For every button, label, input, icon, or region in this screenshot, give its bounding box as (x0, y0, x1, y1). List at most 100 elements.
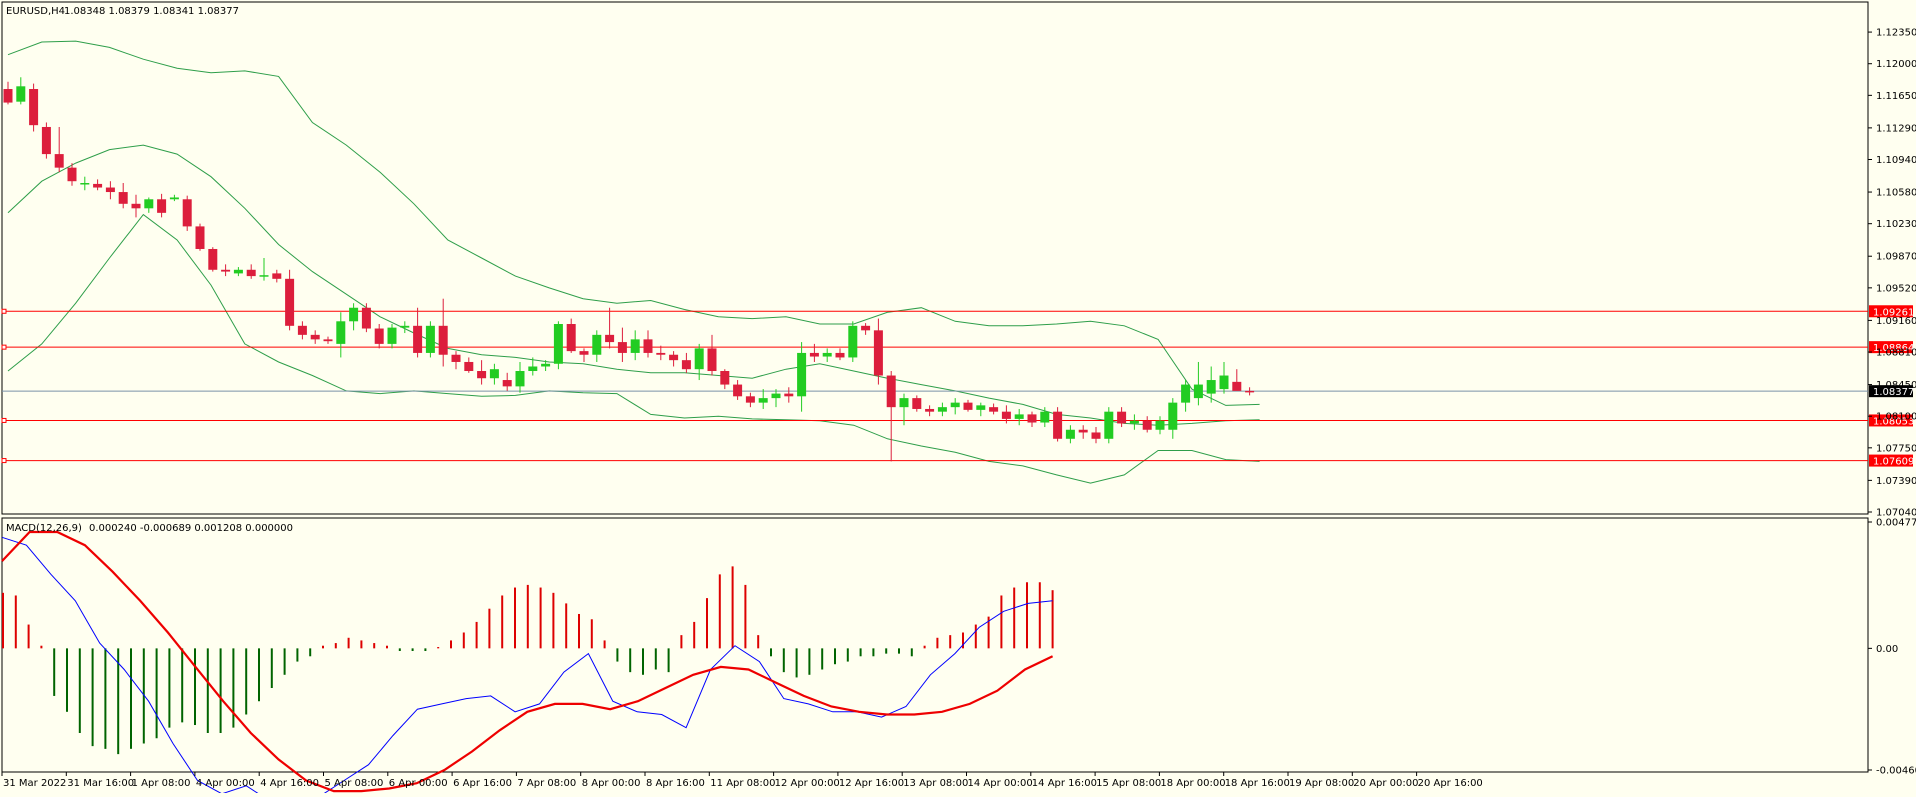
time-tick-label: 13 Apr 08:00 (903, 778, 968, 789)
bullish-candle (1014, 414, 1024, 419)
macd-signal-line (1, 530, 1054, 793)
bullish-candle (1129, 420, 1139, 424)
bearish-candle (963, 402, 973, 410)
bullish-candle (592, 334, 602, 355)
price-panel[interactable] (1, 1, 1869, 515)
candlestick-series (3, 77, 1255, 462)
price-tick-label: 1.10580 (1876, 188, 1916, 199)
price-axis: 1.12350 1.12000 1.11650 1.11290 1.10940 1.105… (1868, 28, 1916, 519)
level-handle (1, 344, 7, 350)
bearish-candle (605, 334, 615, 343)
level-handle (1, 308, 7, 314)
bullish-candle (336, 321, 346, 344)
bearish-candle (1078, 429, 1088, 433)
time-tick-label: 19 Apr 08:00 (1289, 778, 1354, 789)
time-tick-label: 18 Apr 16:00 (1225, 778, 1290, 789)
bullish-candle (937, 407, 947, 412)
bearish-candle (912, 398, 922, 409)
bearish-candle (925, 408, 935, 412)
bullish-candle (16, 86, 26, 102)
bullish-candle (400, 325, 410, 328)
bullish-candle (387, 327, 397, 344)
bearish-candle (1245, 390, 1255, 393)
bullish-candle (822, 352, 832, 357)
bearish-candle (835, 352, 845, 358)
bearish-candle (361, 307, 371, 329)
time-tick-label: 6 Apr 00:00 (389, 778, 448, 789)
bearish-candle (464, 361, 474, 372)
bearish-candle (195, 226, 205, 249)
bullish-candle (1040, 411, 1050, 423)
bearish-candle (720, 371, 730, 385)
price-tick-label: 1.11650 (1876, 91, 1916, 102)
horizontal-levels[interactable]: 1.09261 1.08864 1.08053 1.07609 1.08377 (1, 305, 1914, 468)
bollinger-upper-line (7, 40, 1260, 406)
bearish-candle (272, 273, 282, 279)
bid-price-tag (1869, 385, 1913, 398)
bearish-candle (246, 269, 256, 277)
price-tick-label: 1.07040 (1876, 508, 1916, 519)
level-price-tag (1869, 341, 1913, 354)
bullish-candle (1155, 420, 1165, 430)
bullish-candle (694, 348, 704, 370)
bearish-candle (374, 328, 384, 344)
level-price-label: 1.09261 (1873, 307, 1914, 318)
bullish-candle (169, 197, 179, 200)
bearish-candle (477, 371, 487, 379)
bearish-candle (809, 352, 819, 357)
bearish-candle (131, 203, 141, 209)
macd-line (1, 536, 1053, 797)
bearish-candle (182, 199, 192, 227)
bearish-candle (579, 351, 589, 355)
bearish-candle (221, 269, 231, 272)
price-tick-label: 1.08810 (1876, 348, 1916, 359)
level-price-tag (1869, 454, 1913, 467)
macd-panel[interactable] (1, 517, 1869, 773)
bearish-candle (873, 330, 883, 376)
bullish-candle (553, 324, 563, 364)
bullish-candle (144, 199, 154, 209)
price-tick-label: 1.12350 (1876, 28, 1916, 39)
time-tick-label: 11 Apr 08:00 (710, 778, 775, 789)
price-tick-label: 1.09520 (1876, 283, 1916, 294)
bearish-candle (297, 325, 307, 335)
time-tick-label: 31 Mar 2022 (3, 778, 66, 789)
bearish-candle (310, 334, 320, 340)
bearish-candle (3, 89, 13, 103)
time-tick-label: 8 Apr 00:00 (582, 778, 641, 789)
bearish-candle (208, 248, 218, 270)
bearish-candle (285, 278, 295, 326)
macd-indicator-values: 0.000240 -0.000689 0.001208 0.000000 (89, 523, 293, 534)
price-tick-label: 1.10230 (1876, 219, 1916, 230)
bearish-candle (617, 342, 627, 353)
bullish-candle (848, 325, 858, 358)
bullish-candle (1168, 402, 1178, 430)
bullish-candle (1104, 411, 1114, 439)
time-tick-label: 20 Apr 00:00 (1353, 778, 1418, 789)
bearish-candle (643, 339, 653, 353)
bearish-candle (886, 375, 896, 408)
bullish-candle (528, 366, 538, 372)
bullish-candle (976, 405, 986, 410)
bearish-candle (157, 199, 167, 213)
bearish-candle (323, 339, 333, 342)
bullish-candle (1181, 384, 1191, 403)
price-tick-label: 1.08450 (1876, 380, 1916, 391)
bearish-candle (784, 393, 794, 397)
bullish-candle (425, 325, 435, 353)
bearish-candle (989, 407, 999, 412)
time-tick-label: 8 Apr 16:00 (646, 778, 705, 789)
macd-tick-label: 0.004779 (1876, 518, 1916, 529)
bearish-candle (93, 183, 103, 188)
bearish-candle (681, 360, 691, 370)
time-tick-label: 15 Apr 08:00 (1096, 778, 1161, 789)
time-tick-label: 5 Apr 08:00 (325, 778, 384, 789)
bullish-candle (899, 398, 909, 408)
bearish-candle (1053, 411, 1063, 439)
bearish-candle (54, 154, 64, 168)
time-tick-label: 7 Apr 08:00 (517, 778, 576, 789)
bollinger-middle-line (7, 144, 1260, 426)
time-tick-label: 6 Apr 16:00 (453, 778, 512, 789)
macd-series (1, 530, 1054, 797)
